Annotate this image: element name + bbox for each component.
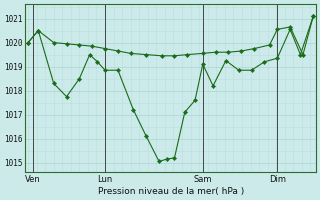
X-axis label: Pression niveau de la mer( hPa ): Pression niveau de la mer( hPa ) [98, 187, 244, 196]
